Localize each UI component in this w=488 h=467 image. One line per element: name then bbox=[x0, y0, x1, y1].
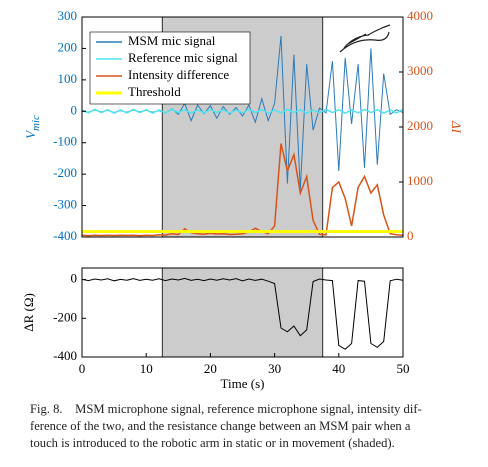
plot-area bbox=[82, 277, 403, 350]
x-tick-label: 30 bbox=[268, 361, 281, 376]
y2-tick-label: 4000 bbox=[407, 8, 433, 23]
chart: -400-300-200-100010020030001000200030004… bbox=[21, 8, 464, 391]
legend-label: MSM mic signal bbox=[128, 33, 216, 48]
y-tick-label: -300 bbox=[53, 197, 77, 212]
y2-tick-label: 2000 bbox=[407, 118, 433, 133]
axes-frame bbox=[81, 267, 404, 358]
y-tick-label: -400 bbox=[53, 228, 77, 243]
data-line bbox=[82, 108, 403, 115]
y2-tick-label: 1000 bbox=[407, 173, 433, 188]
y-tick-label: -200 bbox=[53, 309, 77, 324]
x-axis-label: Time (s) bbox=[221, 376, 265, 391]
x-tick-label: 20 bbox=[204, 361, 217, 376]
data-line bbox=[82, 277, 403, 350]
y2-tick-label: 3000 bbox=[407, 63, 433, 78]
y-label-main: V bbox=[23, 129, 38, 139]
y-tick-label: 100 bbox=[58, 71, 78, 86]
caption-line: Fig. 8. MSM microphone signal, reference… bbox=[30, 402, 422, 416]
y2-axis-label: ΔI bbox=[449, 120, 464, 134]
x-tick-label: 40 bbox=[332, 361, 345, 376]
x-tick-label: 50 bbox=[397, 361, 410, 376]
y-axis-label: Vmic bbox=[23, 115, 42, 139]
y-label-sub: mic bbox=[30, 115, 42, 131]
x-tick-label: 10 bbox=[140, 361, 153, 376]
x-tick-label: 0 bbox=[79, 361, 86, 376]
shaded-region bbox=[161, 267, 324, 358]
y-tick-label: -100 bbox=[53, 134, 77, 149]
caption-line: ference of the two, and the resistance c… bbox=[30, 419, 411, 433]
plot-area bbox=[82, 35, 403, 237]
legend-label: Reference mic signal bbox=[128, 50, 238, 65]
y-tick-label: 0 bbox=[71, 102, 78, 117]
y-tick-label: 200 bbox=[58, 39, 78, 54]
legend-label: Threshold bbox=[128, 84, 181, 99]
data-line bbox=[82, 143, 403, 237]
y-tick-label: -400 bbox=[53, 348, 77, 363]
y-axis-label: ΔR (Ω) bbox=[21, 293, 36, 332]
y-tick-label: 300 bbox=[58, 8, 78, 23]
y2-tick-label: 0 bbox=[407, 228, 414, 243]
y-tick-label: -200 bbox=[53, 165, 77, 180]
caption-line: touch is introduced to the robotic arm i… bbox=[30, 436, 395, 450]
y-tick-label: 0 bbox=[71, 271, 78, 286]
legend-label: Intensity difference bbox=[128, 67, 229, 82]
